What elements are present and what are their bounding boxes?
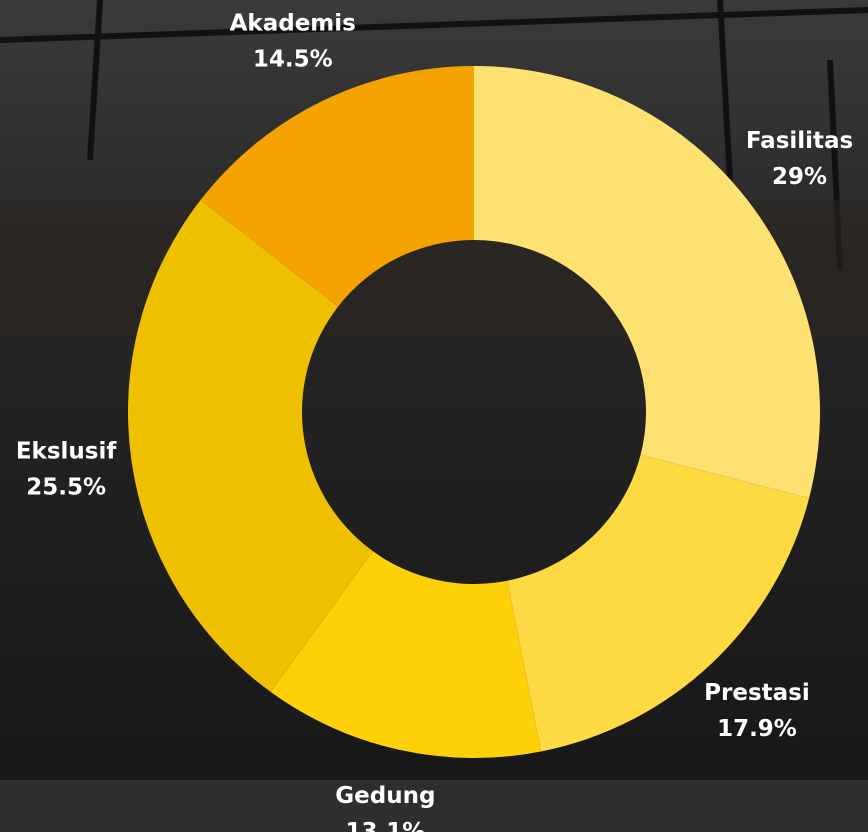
donut: Fasilitas 29% Prestasi 17.9% Gedung 13.1% Eksl… [16, 11, 853, 832]
slice-name: Ekslusif [16, 439, 118, 465]
slice-value: 14.5% [253, 47, 333, 73]
slice-value: 29% [772, 164, 827, 190]
slice-name: Gedung [335, 783, 435, 809]
slice-name: Prestasi [704, 680, 810, 706]
slice [200, 66, 474, 307]
slice-name: Fasilitas [746, 128, 853, 154]
background-windows [0, 0, 868, 271]
slice [270, 551, 541, 758]
slice [474, 66, 820, 499]
slice [127, 199, 373, 692]
slice-value: 17.9% [717, 716, 797, 742]
slice-name: Akademis [230, 11, 356, 37]
slice [507, 454, 810, 752]
background-floor [0, 780, 868, 832]
slice-value: 13.1% [345, 819, 425, 832]
slice-value: 25.5% [26, 475, 106, 501]
